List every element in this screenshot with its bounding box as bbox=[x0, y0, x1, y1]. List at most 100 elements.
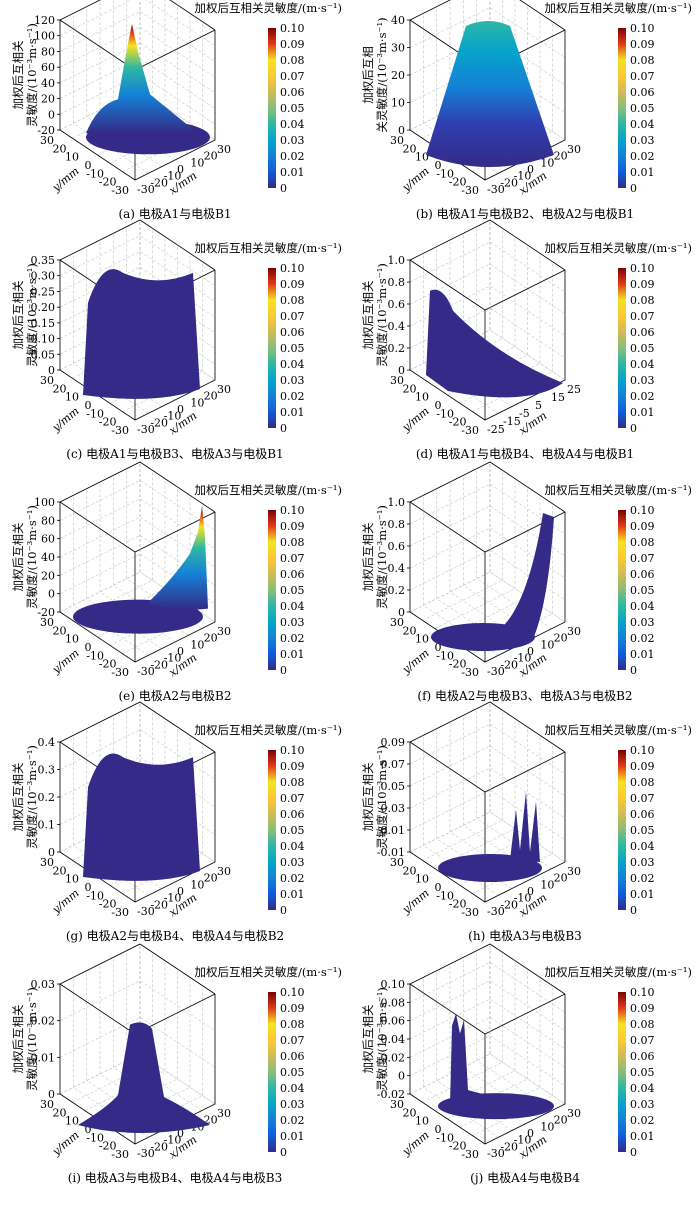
z-axis-label-line1: 加权后互相关 bbox=[11, 1004, 25, 1073]
z-gridline bbox=[59, 219, 216, 271]
colorbar bbox=[268, 268, 276, 428]
y-axis-label: y/mm bbox=[399, 886, 432, 916]
colorbar-tick-label: 0.09 bbox=[630, 38, 655, 51]
x-tick-label: 0 bbox=[177, 1127, 184, 1140]
colorbar-tick-label: 0.02 bbox=[280, 872, 305, 885]
x-tick-label: 30 bbox=[567, 865, 581, 878]
z-axis-label: 加权后互相关灵敏度/(10⁻³m·s⁻¹) bbox=[361, 745, 389, 849]
y-tick-label: 30 bbox=[390, 134, 404, 147]
colorbar-tick-label: 0.06 bbox=[630, 568, 655, 581]
z-tick-label: -0.02 bbox=[377, 1088, 405, 1101]
axis-line bbox=[59, 501, 216, 553]
colorbar-tick-label: 0.06 bbox=[280, 86, 305, 99]
colorbar-tick-label: 0.07 bbox=[630, 552, 655, 565]
panel-caption: (j) 电极A4与电极B4 bbox=[470, 1171, 580, 1185]
y-tick-label: -10 bbox=[86, 649, 104, 662]
panel-c: 0.350.300.250.200.150.100.0503020100-10-… bbox=[11, 219, 342, 461]
y-tick-label: 20 bbox=[403, 1106, 417, 1119]
surface-base bbox=[438, 854, 542, 882]
y-tick-label: 30 bbox=[40, 374, 54, 387]
y-tick-label: -20 bbox=[99, 176, 117, 189]
y-tick-label: -20 bbox=[449, 658, 467, 671]
x-tick-label: 30 bbox=[567, 1107, 581, 1120]
y-tick-label: -30 bbox=[111, 424, 129, 437]
y-tick-label: -10 bbox=[86, 889, 104, 902]
y-tick-label: -20 bbox=[449, 1140, 467, 1153]
colorbar-tick-label: 0.06 bbox=[280, 326, 305, 339]
colorbar bbox=[268, 510, 276, 670]
surface bbox=[78, 1022, 210, 1133]
z-tick-label: 0.4 bbox=[38, 736, 56, 749]
colorbar-tick-label: 0.10 bbox=[630, 262, 655, 275]
x-tick-label: -30 bbox=[487, 665, 505, 678]
z-tick-label: 10 bbox=[391, 97, 405, 110]
y-tick-label: 10 bbox=[415, 391, 429, 404]
y-tick-label: 20 bbox=[53, 1106, 67, 1119]
colorbar-tick-label: 0.04 bbox=[280, 118, 305, 131]
z-axis-label-line1: 加权后互相关 bbox=[361, 1004, 375, 1073]
z-tick-label: 0.10 bbox=[381, 978, 406, 991]
y-tick-label: 10 bbox=[65, 151, 79, 164]
x-tick-label: -30 bbox=[487, 1147, 505, 1160]
surface bbox=[438, 791, 542, 882]
colorbar-title: 加权后互相关灵敏度/(m·s⁻¹) bbox=[195, 483, 343, 497]
panel-caption: (e) 电极A2与电极B2 bbox=[118, 689, 231, 703]
axis-line bbox=[409, 983, 566, 1035]
colorbar-tick-label: 0.09 bbox=[280, 278, 305, 291]
colorbar-tick-label: 0.01 bbox=[630, 166, 655, 179]
colorbar-tick-label: 0 bbox=[630, 1146, 637, 1159]
z-axis-label: 加权后互相关灵敏度/(10⁻³m·s⁻¹) bbox=[11, 987, 39, 1091]
z-tick-label: 0.25 bbox=[31, 285, 56, 298]
x-tick-label: -20 bbox=[500, 658, 518, 671]
colorbar-tick-label: 0.04 bbox=[280, 358, 305, 371]
x-tick-label: 20 bbox=[554, 632, 568, 645]
x-tick-label: -10 bbox=[514, 652, 532, 665]
colorbar-tick-label: 0.09 bbox=[280, 520, 305, 533]
colorbar-tick-label: 0 bbox=[280, 904, 287, 917]
axis-line bbox=[409, 701, 566, 753]
y-tick-label: 20 bbox=[403, 382, 417, 395]
axis-line bbox=[59, 701, 216, 753]
z-tick-label: 0.03 bbox=[31, 978, 56, 991]
y-tick-label: -10 bbox=[436, 167, 454, 180]
colorbar-tick-label: 0.04 bbox=[630, 1082, 655, 1095]
colorbar-tick-label: 0.05 bbox=[280, 102, 305, 115]
z-tick-label: 0.06 bbox=[381, 1015, 406, 1028]
z-gridline bbox=[59, 480, 216, 531]
z-axis-label: 加权后互相关灵敏度/(10⁻³m·s⁻¹) bbox=[11, 505, 39, 609]
x-tick-label: 30 bbox=[217, 1107, 231, 1120]
surface-wall bbox=[83, 753, 200, 881]
colorbar-tick-label: 0.01 bbox=[280, 406, 305, 419]
z-tick-label: 100 bbox=[34, 496, 55, 509]
x-tick-label: -20 bbox=[150, 1140, 168, 1153]
x-tick-label: -10 bbox=[164, 410, 182, 423]
axis-line bbox=[409, 741, 566, 793]
z-gridline bbox=[409, 1017, 566, 1068]
y-tick-label: -20 bbox=[99, 898, 117, 911]
x-tick-label: 20 bbox=[204, 632, 218, 645]
z-axis-label-line2: 灵敏度/(10⁻³m·s⁻¹) bbox=[25, 745, 39, 849]
x-tick-label: -5 bbox=[519, 407, 530, 420]
colorbar-tick-label: 0.04 bbox=[280, 600, 305, 613]
colorbar-tick-label: 0.03 bbox=[280, 1098, 305, 1111]
surface-ramp bbox=[498, 513, 554, 641]
colorbar-tick-label: 0.03 bbox=[630, 374, 655, 387]
surface-spikes bbox=[510, 791, 540, 862]
y-tick-label: -30 bbox=[461, 906, 479, 919]
colorbar-tick-label: 0.06 bbox=[280, 568, 305, 581]
axis-line bbox=[409, 461, 566, 513]
colorbar-title: 加权后互相关灵敏度/(m·s⁻¹) bbox=[195, 723, 343, 737]
colorbar-tick-label: 0 bbox=[280, 422, 287, 435]
axis-line bbox=[409, 501, 566, 553]
colorbar-tick-label: 0.09 bbox=[630, 520, 655, 533]
colorbar-tick-label: 0.01 bbox=[630, 888, 655, 901]
x-tick-label: 20 bbox=[554, 1114, 568, 1127]
z-gridline bbox=[409, 701, 566, 753]
x-tick-label: 10 bbox=[540, 156, 554, 169]
colorbar-tick-label: 0.08 bbox=[630, 776, 655, 789]
colorbar-tick-label: 0.10 bbox=[280, 22, 305, 35]
z-gridline bbox=[409, 998, 566, 1050]
axis-line bbox=[59, 219, 216, 271]
y-tick-label: -20 bbox=[449, 898, 467, 911]
